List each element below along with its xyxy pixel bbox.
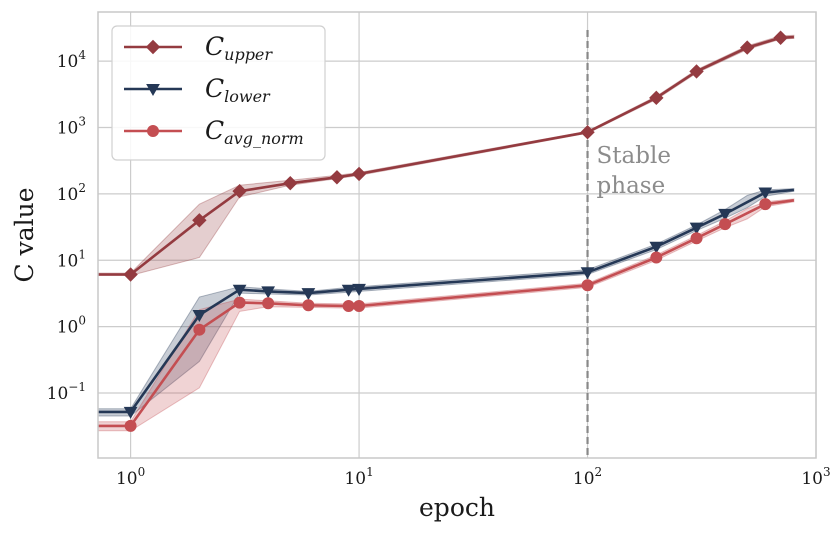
x-tick-exponent: 1: [366, 465, 374, 479]
stable-phase-marker: Stable phase: [586, 30, 671, 458]
C_lower-point: [123, 406, 138, 419]
legend-label-C_upper: Cupper: [205, 32, 273, 64]
y-tick-label: 104: [57, 48, 87, 72]
y-tick-exponent: 4: [78, 48, 86, 62]
C_avg_norm-point: [262, 297, 275, 310]
C_avg_norm-point: [302, 299, 315, 312]
C_avg_norm-point: [581, 279, 594, 292]
C_upper-point: [232, 183, 247, 199]
legend-label-C_lower: Clower: [205, 74, 271, 106]
plot-frame: [97, 11, 817, 459]
y-tick-label: 103: [57, 115, 86, 139]
legend-label-C_avg_norm: Cavg_norm: [205, 116, 304, 148]
C_avg_norm-point: [690, 232, 703, 245]
x-tick-labels: 100 101 102 103: [116, 465, 830, 489]
C_upper-point: [123, 267, 138, 282]
y-tick-label: 102: [57, 181, 86, 205]
y-tick-exponent: −1: [68, 380, 86, 394]
C_avg_norm-point: [353, 299, 366, 312]
y-tick-base: 10: [57, 185, 79, 205]
C_lower-point: [580, 267, 595, 280]
C_lower-point: [261, 286, 276, 299]
C_avg_norm-point: [342, 299, 355, 312]
y-tick-base: 10: [57, 318, 79, 338]
C_upper-point: [773, 30, 788, 45]
y-tick-exponent: 2: [78, 181, 86, 195]
C_avg_norm-point: [124, 419, 137, 432]
C_lower-point: [689, 222, 704, 235]
C_lower-point: [649, 241, 664, 254]
legend: Cupper Clower Cavg_norm: [111, 25, 326, 161]
x-tick-exponent: 3: [823, 465, 830, 479]
C_avg_norm-point: [759, 198, 772, 211]
y-tick-base: 10: [57, 52, 79, 72]
C_lower-point: [352, 283, 366, 296]
x-tick-base: 10: [801, 469, 823, 489]
C_avg_norm-point: [193, 323, 206, 336]
x-tick-base: 10: [573, 469, 595, 489]
legend-box: [111, 25, 326, 161]
y-tick-label: 10−1: [47, 380, 86, 404]
C_upper-point: [689, 64, 704, 79]
legend-marker-C_lower: [146, 84, 160, 97]
C_lower-point: [758, 187, 773, 200]
C_upper-point: [580, 124, 595, 140]
x-tick-label: 103: [801, 465, 830, 489]
C_avg_norm-point: [650, 251, 663, 264]
legend-marker-C_upper: [145, 39, 161, 55]
y-tick-label: 101: [57, 247, 86, 271]
x-tick-exponent: 2: [595, 465, 603, 479]
C_upper-point: [740, 40, 755, 55]
legend-marker-C_avg_norm: [147, 125, 159, 137]
C_lower-point: [192, 309, 207, 322]
C_lower-point: [718, 208, 732, 221]
C_avg_norm-point: [719, 218, 732, 231]
x-axis-label: epoch: [419, 493, 495, 522]
x-tick-label: 102: [573, 465, 602, 489]
y-axis-label: C value: [10, 188, 39, 283]
y-tick-base: 10: [57, 119, 79, 139]
C_lower-line: [98, 188, 795, 414]
C_upper-point: [192, 213, 207, 228]
C_lower-point: [232, 284, 247, 297]
C_lower-point: [301, 288, 316, 301]
y-tick-label: 100: [57, 314, 86, 338]
y-tick-exponent: 0: [78, 314, 86, 328]
y-tick-exponent: 3: [78, 115, 86, 129]
C_upper-point: [351, 166, 367, 182]
x-tick-label: 100: [116, 465, 145, 489]
C_upper-point: [649, 90, 664, 106]
x-tick-base: 10: [116, 469, 138, 489]
C_avg_norm-point: [233, 296, 246, 309]
y-tick-exponent: 1: [78, 247, 86, 261]
x-tick-label: 101: [344, 465, 373, 489]
y-tick-base: 10: [57, 251, 79, 271]
y-tick-base: 10: [47, 384, 69, 404]
stable-phase-label: Stable: [597, 143, 671, 169]
C_lower-point: [341, 284, 356, 297]
stable-phase-label: phase: [597, 173, 666, 199]
C_upper-point: [283, 175, 298, 191]
x-tick-base: 10: [344, 469, 366, 489]
x-tick-exponent: 0: [138, 465, 146, 479]
series-markers: [123, 30, 788, 432]
C_upper-point: [329, 170, 345, 185]
